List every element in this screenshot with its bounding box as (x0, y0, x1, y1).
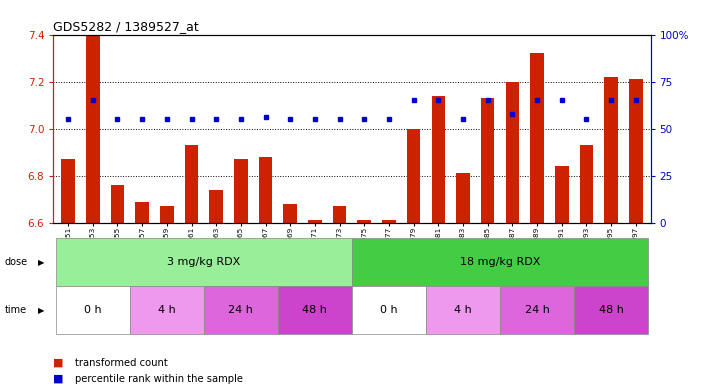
Bar (185, 145, 198, 223)
Text: 0 h: 0 h (84, 305, 102, 315)
Text: 48 h: 48 h (302, 305, 327, 315)
Bar (135, 202, 149, 223)
Bar (352, 238, 648, 286)
Bar (259, 157, 272, 223)
Bar (604, 77, 618, 223)
Bar (55, 286, 130, 334)
Bar (500, 286, 574, 334)
Text: time: time (5, 305, 27, 315)
Bar (506, 82, 519, 223)
Bar (407, 129, 420, 223)
Bar (111, 185, 124, 223)
Bar (210, 190, 223, 223)
Bar (555, 166, 569, 223)
Bar (55, 238, 352, 286)
Text: 48 h: 48 h (599, 305, 624, 315)
Bar (234, 159, 247, 223)
Text: ■: ■ (53, 374, 64, 384)
Text: GDS5282 / 1389527_at: GDS5282 / 1389527_at (53, 20, 199, 33)
Bar (130, 286, 204, 334)
Text: 18 mg/kg RDX: 18 mg/kg RDX (460, 257, 540, 267)
Text: 4 h: 4 h (158, 305, 176, 315)
Bar (456, 173, 470, 223)
Bar (61, 159, 75, 223)
Bar (352, 286, 426, 334)
Bar (629, 79, 643, 223)
Bar (86, 35, 100, 223)
Bar (574, 286, 648, 334)
Bar (358, 220, 371, 223)
Text: 24 h: 24 h (228, 305, 253, 315)
Bar (481, 98, 494, 223)
Bar (284, 204, 297, 223)
Text: dose: dose (5, 257, 28, 267)
Text: transformed count: transformed count (75, 358, 167, 368)
Bar (530, 53, 544, 223)
Text: 3 mg/kg RDX: 3 mg/kg RDX (167, 257, 240, 267)
Text: 24 h: 24 h (525, 305, 550, 315)
Bar (333, 206, 346, 223)
Bar (383, 220, 396, 223)
Text: percentile rank within the sample: percentile rank within the sample (75, 374, 242, 384)
Bar (432, 96, 445, 223)
Text: ▶: ▶ (38, 258, 44, 266)
Bar (160, 206, 173, 223)
Text: ▶: ▶ (38, 306, 44, 314)
Bar (426, 286, 500, 334)
Text: 0 h: 0 h (380, 305, 397, 315)
Bar (278, 286, 352, 334)
Bar (204, 286, 278, 334)
Text: ■: ■ (53, 358, 64, 368)
Text: 4 h: 4 h (454, 305, 472, 315)
Bar (308, 220, 321, 223)
Bar (579, 145, 593, 223)
